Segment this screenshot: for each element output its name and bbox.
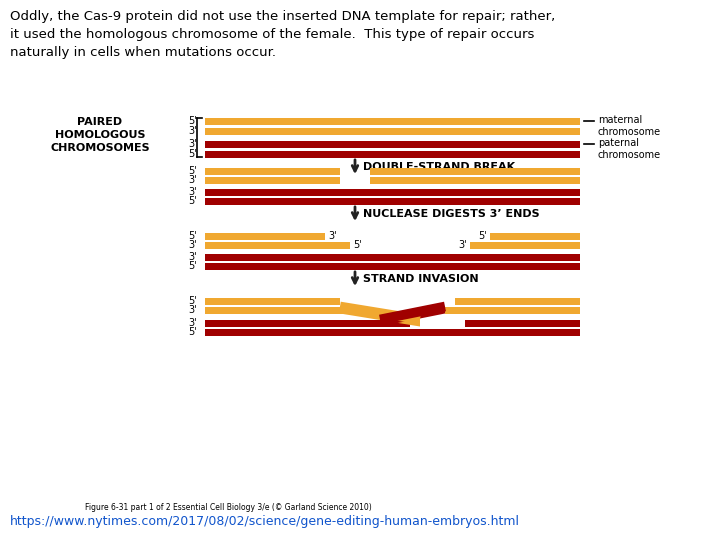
- Text: 5': 5': [188, 231, 197, 241]
- FancyBboxPatch shape: [490, 233, 580, 240]
- FancyBboxPatch shape: [370, 167, 580, 174]
- Polygon shape: [340, 307, 420, 327]
- Text: 3': 3': [459, 240, 467, 250]
- FancyBboxPatch shape: [470, 241, 580, 248]
- FancyBboxPatch shape: [205, 118, 580, 125]
- Text: Figure 6-31 part 1 of 2 Essential Cell Biology 3/e (© Garland Science 2010): Figure 6-31 part 1 of 2 Essential Cell B…: [85, 503, 372, 512]
- Text: 3': 3': [189, 318, 197, 328]
- FancyBboxPatch shape: [205, 140, 580, 147]
- FancyBboxPatch shape: [205, 188, 580, 195]
- FancyBboxPatch shape: [205, 177, 340, 184]
- FancyBboxPatch shape: [205, 198, 580, 205]
- FancyBboxPatch shape: [205, 307, 355, 314]
- Text: maternal
chromosome: maternal chromosome: [598, 115, 661, 137]
- FancyBboxPatch shape: [445, 307, 580, 314]
- Text: STRAND INVASION: STRAND INVASION: [363, 274, 479, 284]
- Text: PAIRED
HOMOLOGOUS
CHROMOSOMES: PAIRED HOMOLOGOUS CHROMOSOMES: [50, 117, 150, 153]
- FancyBboxPatch shape: [205, 307, 355, 314]
- Text: 3': 3': [189, 240, 197, 250]
- FancyBboxPatch shape: [205, 328, 580, 335]
- Text: 5': 5': [188, 166, 197, 176]
- Text: 3': 3': [189, 139, 197, 149]
- Text: 3': 3': [189, 252, 197, 262]
- Text: 3': 3': [189, 187, 197, 197]
- FancyBboxPatch shape: [205, 127, 580, 134]
- Text: NUCLEASE DIGESTS 3’ ENDS: NUCLEASE DIGESTS 3’ ENDS: [363, 209, 539, 219]
- Text: 3': 3': [189, 305, 197, 315]
- FancyBboxPatch shape: [205, 262, 580, 269]
- FancyBboxPatch shape: [465, 320, 580, 327]
- Text: 3': 3': [189, 175, 197, 185]
- Polygon shape: [395, 314, 415, 320]
- Text: 5': 5': [353, 240, 361, 250]
- Text: DOUBLE-STRAND BREAK: DOUBLE-STRAND BREAK: [363, 162, 515, 172]
- Text: 3': 3': [328, 231, 337, 241]
- FancyBboxPatch shape: [205, 241, 350, 248]
- FancyBboxPatch shape: [455, 298, 580, 305]
- FancyBboxPatch shape: [370, 177, 580, 184]
- Text: 5': 5': [188, 196, 197, 206]
- FancyBboxPatch shape: [205, 320, 410, 327]
- Text: 5': 5': [188, 149, 197, 159]
- Text: https://www.nytimes.com/2017/08/02/science/gene-editing-human-embryos.html: https://www.nytimes.com/2017/08/02/scien…: [10, 515, 520, 528]
- Text: 5': 5': [188, 261, 197, 271]
- FancyBboxPatch shape: [455, 298, 580, 305]
- FancyBboxPatch shape: [205, 167, 340, 174]
- Text: 3': 3': [189, 126, 197, 136]
- FancyBboxPatch shape: [205, 151, 580, 158]
- Polygon shape: [380, 307, 445, 327]
- Text: 5': 5': [478, 231, 487, 241]
- Text: 5': 5': [188, 327, 197, 337]
- Text: 5': 5': [188, 116, 197, 126]
- Text: 5': 5': [188, 296, 197, 306]
- FancyBboxPatch shape: [205, 298, 340, 305]
- FancyBboxPatch shape: [205, 253, 580, 260]
- FancyBboxPatch shape: [205, 233, 325, 240]
- FancyBboxPatch shape: [205, 328, 580, 335]
- Text: Oddly, the Cas-9 protein did not use the inserted DNA template for repair; rathe: Oddly, the Cas-9 protein did not use the…: [10, 10, 555, 59]
- FancyBboxPatch shape: [445, 307, 580, 314]
- FancyBboxPatch shape: [205, 298, 340, 305]
- Text: paternal
chromosome: paternal chromosome: [598, 138, 661, 160]
